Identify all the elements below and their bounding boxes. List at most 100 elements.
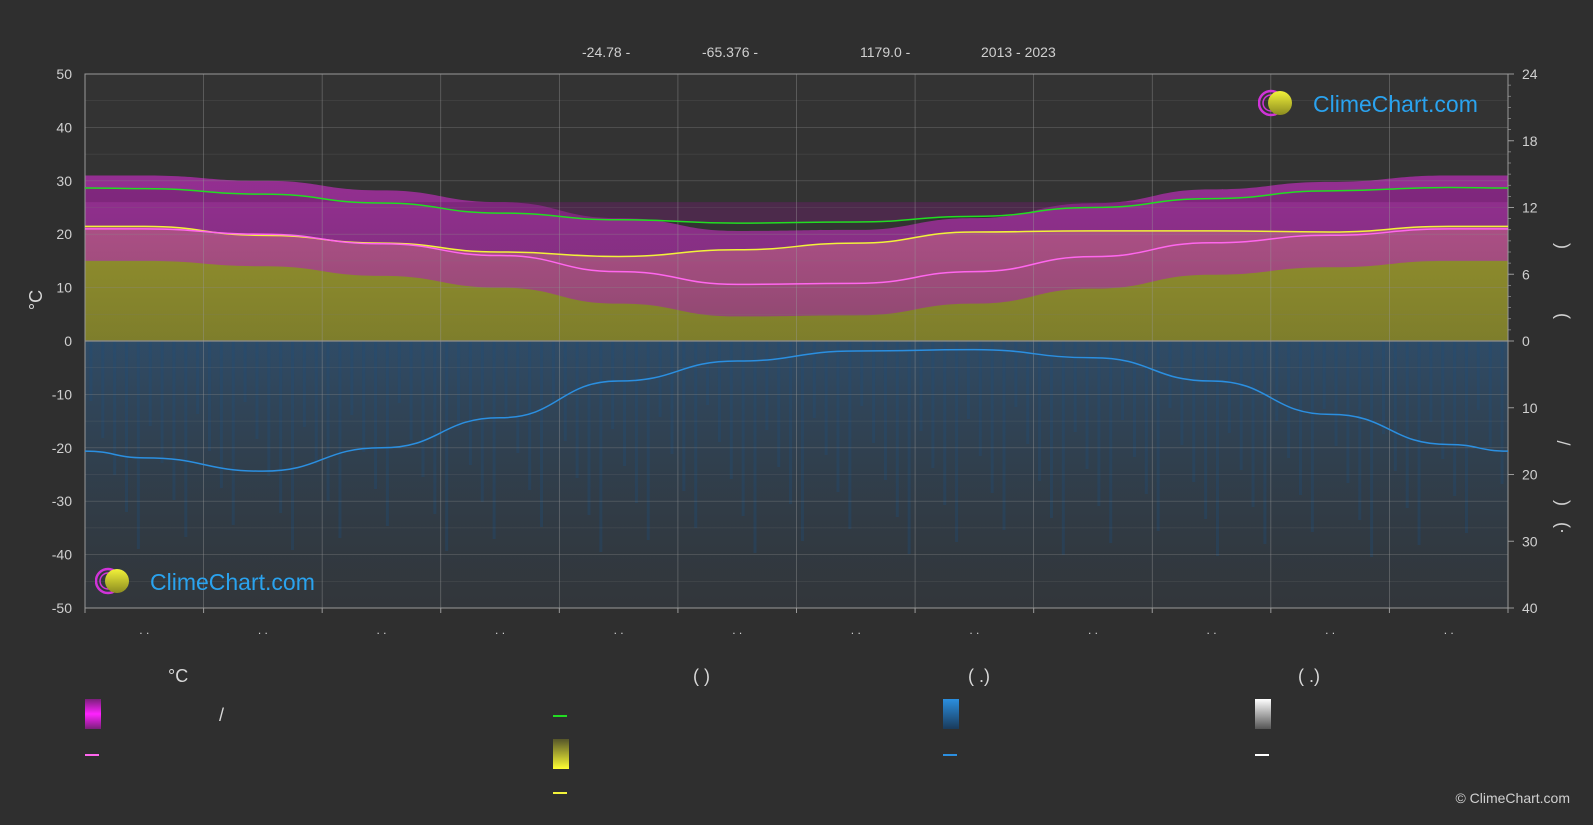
precip-streak	[1168, 341, 1172, 408]
precip-streak	[314, 341, 318, 464]
precip-streak	[338, 341, 342, 538]
legend-label-temp-range: /	[219, 705, 225, 725]
precip-streak	[1263, 341, 1267, 544]
precip-streak	[682, 341, 686, 491]
precip-streak	[385, 341, 389, 526]
precip-streak	[136, 341, 140, 549]
precip-streak	[196, 341, 200, 414]
precip-streak	[978, 341, 982, 456]
precip-streak	[765, 341, 769, 430]
legend-swatch-precip-mean	[943, 754, 957, 756]
precip-streak	[1026, 341, 1030, 444]
left-tick-label: -50	[52, 600, 72, 616]
x-tick-label: . .	[614, 623, 624, 637]
left-tick-label: 20	[56, 226, 72, 242]
right-top-tick-label: 18	[1522, 133, 1538, 149]
precip-streak	[741, 341, 745, 516]
precip-streak	[789, 341, 793, 504]
left-tick-label: -10	[52, 386, 72, 402]
x-tick-label: . .	[258, 623, 268, 637]
precip-streak	[1192, 341, 1196, 482]
precip-streak	[717, 341, 721, 442]
right-bottom-tick-label: 30	[1522, 533, 1538, 549]
precip-streak	[516, 341, 520, 453]
left-tick-label: -20	[52, 440, 72, 456]
precip-streak	[1085, 341, 1089, 469]
logo-icon-top	[1258, 89, 1292, 117]
left-tick-label: -30	[52, 493, 72, 509]
legend-swatch-temp-mean	[85, 754, 99, 756]
precip-streak	[931, 341, 935, 468]
precip-streak	[528, 341, 532, 490]
legend-swatch-temp-range	[85, 699, 101, 729]
header-years: 2013 - 2023	[981, 44, 1056, 60]
left-tick-label: -40	[52, 547, 72, 563]
precip-streak	[883, 341, 887, 480]
precip-streak	[753, 341, 757, 553]
precip-streak	[1322, 341, 1326, 409]
legend-head-temperature: °C	[168, 666, 189, 686]
precip-streak	[480, 341, 484, 502]
header-elevation: 1179.0 -	[860, 44, 911, 60]
precip-streak	[1156, 341, 1160, 531]
precip-streak	[1441, 341, 1445, 459]
precip-streak	[350, 341, 354, 415]
precip-streak	[729, 341, 733, 479]
precip-streak	[457, 341, 461, 428]
right-bottom-tick-label: 20	[1522, 467, 1538, 483]
right-top-tick-label: 0	[1522, 333, 1530, 349]
precip-streak	[1310, 341, 1314, 532]
precip-streak	[231, 341, 235, 525]
precip-streak	[1346, 341, 1350, 483]
left-tick-label: 10	[56, 280, 72, 296]
right-bottom-tick-label: 10	[1522, 400, 1538, 416]
precip-streak	[836, 341, 840, 492]
x-tick-label: . .	[1325, 623, 1335, 637]
precip-streak	[1417, 341, 1421, 545]
right-axis-label-fragment: (·	[1553, 522, 1573, 534]
precip-streak	[421, 341, 425, 477]
precip-streak	[599, 341, 603, 552]
precip-streak	[504, 341, 508, 416]
x-tick-label: . .	[1444, 623, 1454, 637]
precip-streak	[706, 341, 710, 405]
precip-streak	[1358, 341, 1362, 520]
precip-streak	[943, 341, 947, 505]
precip-streak	[694, 341, 698, 528]
precip-streak	[1038, 341, 1042, 481]
precip-streak	[291, 341, 295, 550]
precip-streak	[89, 341, 93, 401]
precip-streak	[1049, 341, 1053, 518]
precip-streak	[433, 341, 437, 514]
precip-streak	[302, 341, 306, 427]
precip-streak	[848, 341, 852, 529]
precip-streak	[243, 341, 247, 402]
precip-streak	[563, 341, 567, 441]
x-tick-label: . .	[139, 623, 149, 637]
precip-streak	[1014, 341, 1018, 407]
precip-streak	[670, 341, 674, 454]
right-axis-label-fragment: )	[1553, 500, 1573, 506]
precip-streak	[279, 341, 283, 513]
precip-streak	[362, 341, 366, 452]
precip-streak	[1275, 341, 1279, 421]
precip-streak	[1180, 341, 1184, 445]
precip-streak	[777, 341, 781, 467]
precip-streak	[551, 341, 555, 404]
precip-streak	[658, 341, 662, 417]
precip-streak	[1429, 341, 1433, 422]
precip-streak	[492, 341, 496, 539]
right-top-tick-label: 24	[1522, 66, 1538, 82]
precip-streak	[1109, 341, 1113, 543]
precip-streak	[824, 341, 828, 455]
legend-head-snow: ( .)	[1298, 666, 1320, 686]
legend-swatch-sunshine-area	[553, 739, 569, 769]
precip-streak	[895, 341, 899, 517]
precip-streak	[397, 341, 401, 403]
precip-streak	[1334, 341, 1338, 446]
logo-icon-bottom	[95, 567, 129, 595]
precip-streak	[1097, 341, 1101, 506]
precip-streak	[646, 341, 650, 540]
temperature-mean-line	[85, 228, 1508, 286]
